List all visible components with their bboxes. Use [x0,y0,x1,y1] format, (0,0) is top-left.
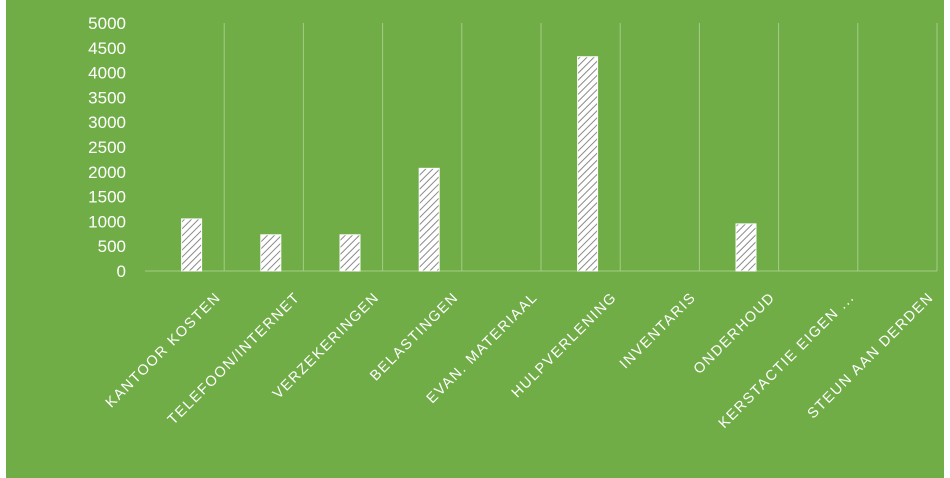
y-axis-ticks: 0 500 1000 1500 2000 2500 3000 3500 4000 4500 5000 [88,14,126,281]
y-tick-label: 1500 [88,188,126,207]
bar [339,234,361,272]
y-tick-label: 0 [117,262,126,281]
bar [577,56,599,272]
chart-background [6,0,944,478]
bar [418,167,440,272]
y-tick-label: 2000 [88,163,126,182]
y-tick-label: 5000 [88,14,126,33]
y-tick-label: 1000 [88,212,126,231]
bars [181,56,757,272]
y-tick-label: 2500 [88,138,126,157]
bar [260,234,282,272]
y-tick-label: 3000 [88,113,126,132]
y-tick-label: 3500 [88,88,126,107]
bar [735,223,757,272]
y-tick-label: 4500 [88,39,126,58]
bar [181,218,203,272]
y-tick-label: 500 [98,237,126,256]
y-tick-label: 4000 [88,64,126,83]
